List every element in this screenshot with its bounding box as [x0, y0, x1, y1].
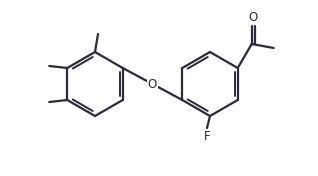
Text: O: O [148, 77, 157, 90]
Text: O: O [249, 11, 258, 24]
Text: F: F [204, 130, 210, 143]
